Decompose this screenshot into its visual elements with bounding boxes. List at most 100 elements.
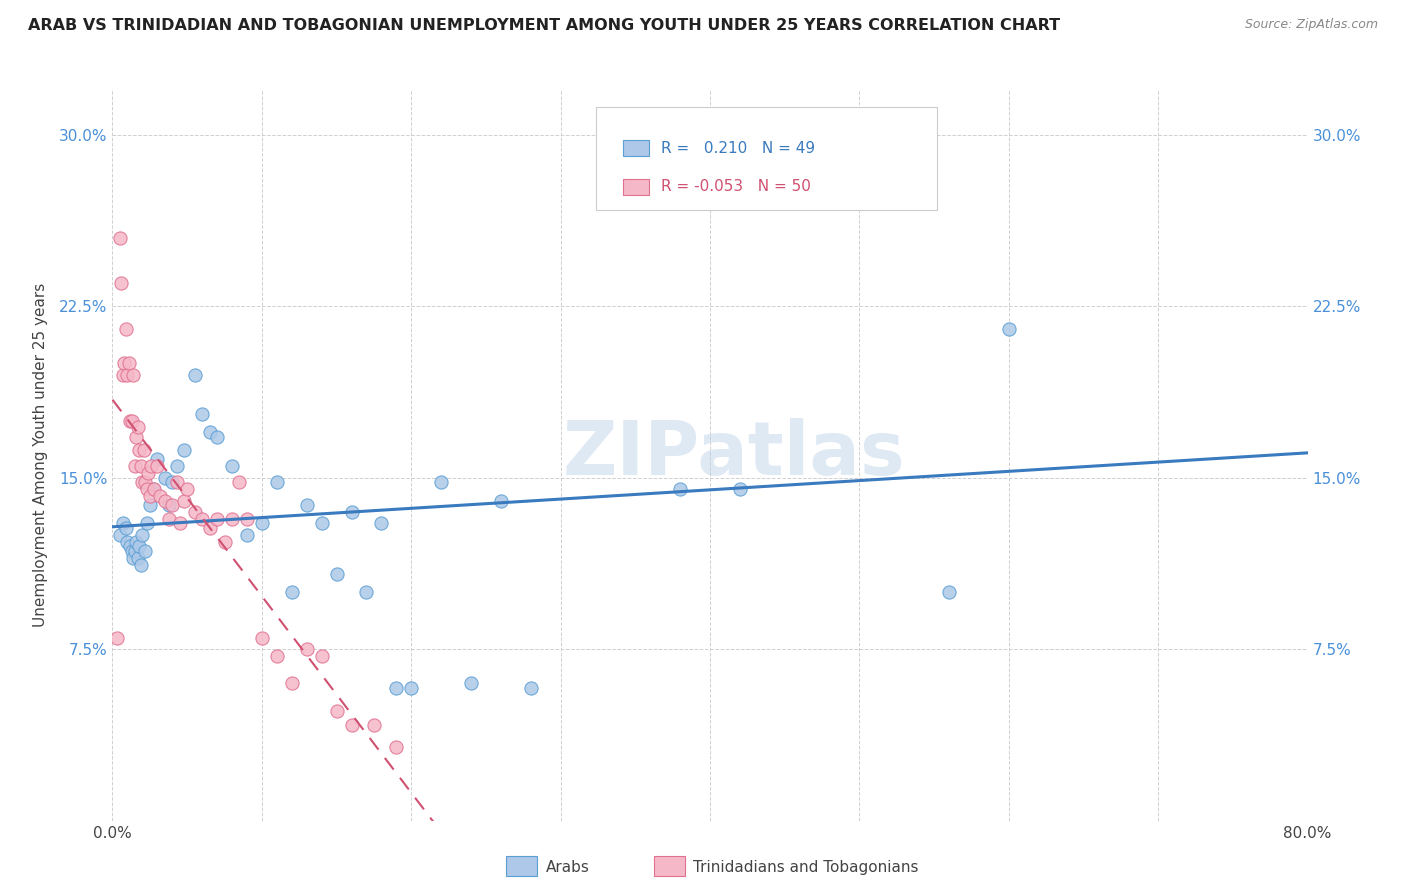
Text: Source: ZipAtlas.com: Source: ZipAtlas.com <box>1244 18 1378 31</box>
FancyBboxPatch shape <box>596 108 938 210</box>
Point <box>121 414 143 428</box>
Point <box>214 534 236 549</box>
Point <box>198 521 221 535</box>
Point <box>110 277 132 291</box>
Point <box>236 528 259 542</box>
Point <box>149 489 172 503</box>
Point <box>281 676 304 690</box>
Text: ARAB VS TRINIDADIAN AND TOBAGONIAN UNEMPLOYMENT AMONG YOUTH UNDER 25 YEARS CORRE: ARAB VS TRINIDADIAN AND TOBAGONIAN UNEMP… <box>28 18 1060 33</box>
Point <box>340 717 363 731</box>
Point <box>430 475 453 490</box>
Point <box>146 459 169 474</box>
Point <box>998 322 1021 336</box>
Point <box>198 425 221 439</box>
Point <box>162 475 183 490</box>
Point <box>117 368 139 382</box>
Point <box>131 528 153 542</box>
Point <box>166 475 188 490</box>
Point <box>325 566 347 581</box>
Point <box>157 498 180 512</box>
Point <box>205 512 228 526</box>
Point <box>117 534 139 549</box>
Point <box>340 505 363 519</box>
Point <box>166 459 188 474</box>
Point <box>401 681 423 695</box>
Text: R =   0.210   N = 49: R = 0.210 N = 49 <box>661 141 815 156</box>
Point <box>118 356 141 371</box>
Point <box>132 443 155 458</box>
Point <box>173 443 195 458</box>
Point <box>127 420 149 434</box>
Point <box>120 414 142 428</box>
Point <box>124 544 146 558</box>
Y-axis label: Unemployment Among Youth under 25 years: Unemployment Among Youth under 25 years <box>32 283 48 627</box>
Point <box>128 539 150 553</box>
Point <box>121 544 143 558</box>
Point <box>281 585 304 599</box>
Point <box>125 430 148 444</box>
Point <box>135 482 157 496</box>
Point <box>128 443 150 458</box>
Point <box>120 539 142 553</box>
Point <box>135 516 157 531</box>
Point <box>115 521 138 535</box>
Point <box>938 585 960 599</box>
Point <box>138 467 160 481</box>
Text: Trinidadians and Tobagonians: Trinidadians and Tobagonians <box>693 860 918 874</box>
Point <box>311 516 333 531</box>
Point <box>124 459 146 474</box>
Point <box>146 452 169 467</box>
Point <box>191 407 214 421</box>
Point <box>520 681 543 695</box>
Point <box>105 631 128 645</box>
Text: Arabs: Arabs <box>546 860 589 874</box>
Point <box>129 459 152 474</box>
Point <box>669 482 692 496</box>
Point <box>134 475 156 490</box>
Point <box>221 459 243 474</box>
Point <box>699 151 721 165</box>
Point <box>139 498 162 512</box>
Point <box>114 356 135 371</box>
FancyBboxPatch shape <box>623 140 650 156</box>
FancyBboxPatch shape <box>623 178 650 194</box>
Point <box>266 475 288 490</box>
Point <box>250 631 273 645</box>
Point <box>385 740 408 755</box>
Point <box>191 512 214 526</box>
Text: ZIPatlas: ZIPatlas <box>562 418 905 491</box>
Point <box>728 482 751 496</box>
Point <box>295 498 318 512</box>
Point <box>125 534 148 549</box>
Point <box>169 516 191 531</box>
Point <box>176 482 198 496</box>
Point <box>122 368 145 382</box>
Point <box>295 642 318 657</box>
Point <box>363 717 385 731</box>
Point <box>141 459 163 474</box>
Point <box>266 649 288 664</box>
Point <box>139 489 162 503</box>
Point <box>325 704 347 718</box>
Point <box>142 482 165 496</box>
Point <box>228 475 250 490</box>
Point <box>111 368 134 382</box>
Point <box>173 493 195 508</box>
Point <box>153 471 176 485</box>
Point <box>134 544 156 558</box>
Point <box>183 505 205 519</box>
Point <box>108 231 131 245</box>
Point <box>460 676 482 690</box>
Point <box>183 368 205 382</box>
Point <box>143 482 166 496</box>
Text: R = -0.053   N = 50: R = -0.053 N = 50 <box>661 179 811 194</box>
Point <box>370 516 392 531</box>
Point <box>122 550 145 565</box>
Point <box>162 498 183 512</box>
Point <box>311 649 333 664</box>
Point <box>236 512 259 526</box>
Point <box>489 493 512 508</box>
Point <box>221 512 243 526</box>
Point <box>205 430 228 444</box>
Point <box>157 512 180 526</box>
